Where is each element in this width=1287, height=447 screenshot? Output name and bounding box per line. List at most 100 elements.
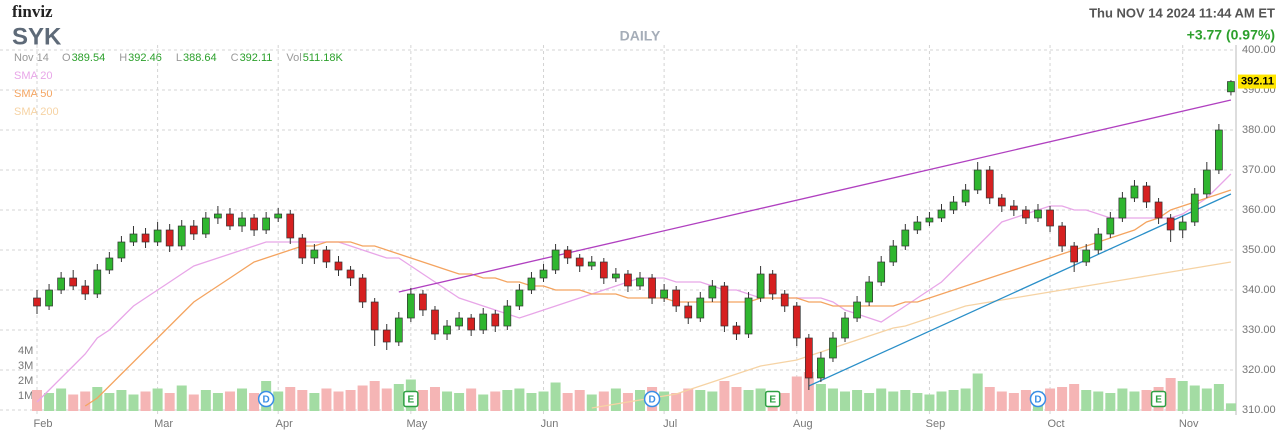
candle-body [1190, 193, 1199, 223]
legend-entry: SMA 50 [14, 88, 53, 100]
candle-body [201, 217, 210, 235]
volume-bar [574, 390, 585, 411]
event-marker[interactable] [257, 390, 275, 408]
volume-bar [984, 387, 995, 411]
candle-body [1106, 217, 1115, 235]
candle-body [672, 289, 681, 307]
candle-body [250, 217, 258, 231]
volume-bar [1093, 391, 1104, 411]
volume-bar [176, 385, 187, 411]
event-marker[interactable] [403, 390, 419, 408]
timeframe: DAILY [620, 28, 661, 44]
volume-bar [852, 390, 863, 411]
candle-body [310, 249, 319, 259]
candle-body [1010, 205, 1018, 211]
candle-body [527, 277, 536, 291]
volume-bar [731, 387, 742, 411]
candle-body [708, 285, 717, 299]
volume-bar [514, 388, 525, 411]
x-tick-label: Nov [1179, 418, 1199, 430]
candle-body [467, 317, 476, 331]
volume-bar [659, 391, 670, 411]
candle-body [45, 289, 53, 307]
volume-bar [1069, 384, 1080, 411]
sma-line [84, 189, 1232, 407]
volume-bar [502, 390, 513, 411]
quote-label: Vol [286, 52, 301, 64]
candle-body [1094, 233, 1103, 251]
candle-body [1058, 225, 1066, 247]
volume-bar [92, 387, 103, 411]
candle-body [394, 317, 403, 343]
candle-body [865, 281, 873, 303]
candle-body [792, 305, 801, 339]
legend-entry: SMA 200 [14, 106, 59, 118]
quote-value: 388.64 [183, 52, 217, 64]
event-marker[interactable] [643, 390, 661, 408]
volume-bar [1008, 393, 1019, 411]
volume-bar [550, 382, 561, 411]
candle-body [286, 213, 295, 239]
candle-body [141, 233, 150, 243]
candle-body [382, 329, 391, 343]
volume-bar [152, 388, 163, 411]
volume-bar [381, 388, 392, 411]
quote-value: 389.54 [72, 52, 106, 64]
volume-bar [1225, 403, 1236, 411]
candle-body [636, 277, 644, 287]
candle-body [298, 237, 307, 259]
y-tick-label: 400.00 [1242, 44, 1276, 56]
volume-bar [948, 390, 959, 411]
volume-bar [1177, 381, 1188, 411]
candle-body [358, 277, 367, 303]
event-label: D [263, 395, 270, 406]
candle-body [515, 289, 524, 307]
volume-bar [1045, 388, 1056, 411]
legend-entry: SMA 20 [14, 70, 53, 82]
event-marker[interactable] [764, 390, 781, 408]
candle-body [370, 301, 379, 331]
candle-body [696, 297, 705, 319]
candle-body [925, 217, 934, 223]
volume-bar [707, 391, 718, 411]
volume-bar [1105, 393, 1116, 411]
candle-body [177, 225, 186, 247]
volume-bar [526, 393, 537, 411]
volume-bar [900, 390, 911, 411]
candle-body [274, 213, 283, 219]
candle-body [153, 229, 162, 243]
vol-tick-label: 1M [18, 390, 33, 402]
volume-bar [116, 390, 127, 411]
y-tick-label: 330.00 [1242, 324, 1276, 336]
event-label: D [648, 395, 655, 406]
candle-body [1034, 209, 1042, 219]
candle-body [189, 225, 198, 235]
event-marker[interactable] [1029, 390, 1047, 408]
volume-bar [840, 391, 851, 411]
volume-bar [827, 388, 838, 411]
y-tick-label: 350.00 [1242, 244, 1276, 256]
volume-bar [924, 394, 935, 411]
candle-body [431, 309, 439, 335]
candle-body [648, 277, 656, 299]
candle-body [117, 241, 126, 259]
event-marker[interactable] [1150, 390, 1167, 408]
candle-body [587, 261, 596, 267]
volume-bar [779, 393, 790, 411]
x-tick-label: Apr [276, 418, 293, 430]
volume-bar [936, 391, 947, 411]
volume-bar [586, 394, 597, 411]
event-label: E [1155, 395, 1162, 406]
candle-body [829, 337, 837, 359]
candle-body [961, 189, 970, 203]
y-tick-label: 380.00 [1242, 124, 1276, 136]
trendline [398, 99, 1232, 293]
candle-body [563, 249, 572, 259]
candle-body [624, 273, 632, 287]
candle-body [1178, 221, 1187, 231]
quote-value: 392.46 [128, 52, 162, 64]
candle-body [1154, 201, 1163, 219]
x-tick-label: Jul [663, 418, 677, 430]
quote-label: O [62, 52, 71, 64]
